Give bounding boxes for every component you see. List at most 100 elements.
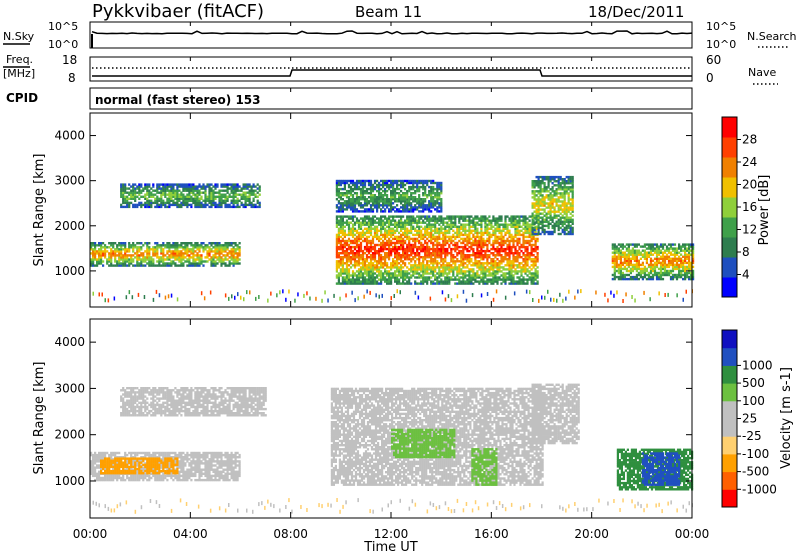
- power-cell: [110, 256, 113, 259]
- power-cell: [534, 270, 537, 273]
- power-cell: [192, 246, 195, 249]
- power-cell: [424, 249, 427, 253]
- power-cell: [186, 201, 189, 205]
- power-cell: [412, 179, 415, 183]
- power-cell: [382, 247, 385, 251]
- power-cell: [210, 264, 213, 267]
- power-cell: [353, 247, 357, 251]
- power-cell: [450, 235, 453, 239]
- power-cell: [488, 227, 491, 230]
- power-cell: [140, 242, 143, 245]
- power-cell: [528, 215, 531, 218]
- power-cell: [422, 206, 425, 209]
- power-cell: [392, 233, 395, 237]
- power-cell: [472, 247, 475, 251]
- power-cell: [242, 187, 245, 190]
- power-cell: [355, 229, 359, 232]
- power-cell: [543, 218, 546, 221]
- power-cell: [378, 272, 381, 275]
- power-cell: [240, 201, 243, 205]
- power-cell: [98, 250, 101, 253]
- power-cell: [514, 260, 517, 263]
- power-cell: [396, 181, 399, 185]
- power-cell: [410, 208, 413, 211]
- power-cell: [430, 272, 433, 275]
- power-cell: [528, 229, 531, 232]
- power-cell: [198, 264, 201, 267]
- power-cell: [555, 175, 558, 179]
- power-cell: [559, 188, 562, 191]
- power-cell: [365, 280, 369, 283]
- power-cell: [214, 260, 217, 263]
- power-cell: [339, 179, 342, 183]
- power-cell: [541, 204, 544, 207]
- power-cell: [357, 231, 361, 235]
- power-cell: [422, 183, 425, 187]
- power-cell: [230, 195, 233, 198]
- power-cell: [565, 228, 568, 232]
- power-cell: [520, 270, 523, 273]
- power-cell: [412, 266, 415, 269]
- power-cell: [450, 270, 453, 273]
- power-cell: [404, 278, 407, 281]
- power-cell: [436, 210, 439, 213]
- power-cell: [434, 187, 437, 191]
- power-cell: [508, 276, 511, 279]
- power-cell: [520, 215, 523, 218]
- power-cell: [412, 192, 415, 195]
- power-cell: [462, 241, 465, 245]
- power-cell: [452, 262, 455, 265]
- power-cell: [146, 258, 149, 261]
- power-cell: [434, 278, 437, 281]
- power-cell: [388, 280, 391, 283]
- power-cell: [138, 258, 141, 261]
- power-cell: [345, 272, 349, 275]
- power-cell: [382, 223, 385, 226]
- power-cell: [534, 245, 537, 249]
- power-cell: [541, 196, 544, 199]
- power-cell: [402, 206, 405, 209]
- power-cell: [365, 282, 369, 285]
- power-cell: [406, 221, 409, 224]
- power-cell: [426, 204, 429, 207]
- power-cell: [531, 212, 534, 215]
- power-cell: [218, 191, 221, 194]
- power-cell: [428, 268, 431, 271]
- power-cell: [508, 252, 511, 255]
- power-cell: [355, 185, 359, 189]
- power-cell: [218, 201, 221, 205]
- power-cell: [432, 233, 435, 237]
- power-cell: [200, 246, 203, 249]
- power-cell: [420, 249, 423, 253]
- power-cell: [412, 256, 415, 259]
- power-cell: [212, 262, 215, 265]
- power-cell: [384, 208, 387, 211]
- power-cell: [156, 250, 159, 253]
- power-cell: [436, 192, 439, 195]
- power-cell: [256, 201, 259, 205]
- nave-tick-top: 60: [706, 53, 721, 67]
- power-cell: [200, 197, 203, 200]
- power-cell: [484, 231, 487, 235]
- power-cell: [172, 187, 175, 190]
- power-cell: [406, 270, 409, 273]
- power-cell: [512, 252, 515, 255]
- power-cell: [436, 266, 439, 269]
- power-cell: [222, 260, 225, 263]
- power-cell: [510, 239, 513, 243]
- power-cell: [434, 227, 437, 230]
- power-cell: [136, 205, 139, 209]
- power-cell: [394, 196, 397, 199]
- power-cell: [128, 197, 131, 200]
- power-cell: [355, 270, 359, 273]
- power-cell: [335, 221, 338, 224]
- power-cell: [470, 247, 473, 251]
- power-cell: [212, 185, 215, 188]
- power-cell: [456, 215, 459, 218]
- power-cell: [184, 248, 187, 251]
- power-cell: [420, 280, 423, 283]
- power-cell: [392, 264, 395, 267]
- power-cell: [470, 280, 473, 283]
- power-cell: [410, 247, 413, 251]
- power-cell: [474, 243, 477, 247]
